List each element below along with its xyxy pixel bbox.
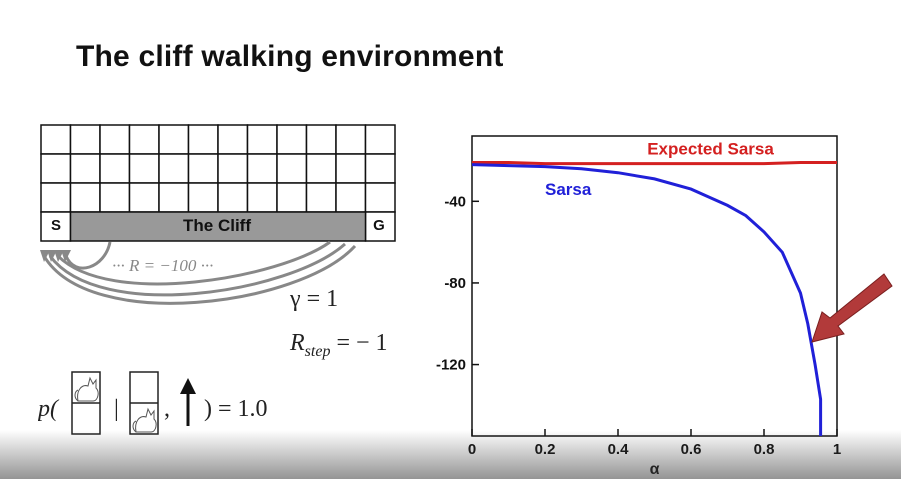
grid-cell bbox=[364, 124, 396, 155]
cat-icon bbox=[74, 376, 99, 402]
prob-suffix: ) = 1.0 bbox=[204, 396, 268, 422]
x-tick-label: 0.8 bbox=[754, 441, 775, 458]
grid-cell bbox=[305, 182, 337, 213]
grid-cell bbox=[99, 182, 131, 213]
cliff-return-arrows bbox=[40, 240, 357, 305]
x-tick-label: 0.4 bbox=[608, 441, 630, 458]
grid-cell bbox=[187, 153, 219, 184]
x-tick-label: 0 bbox=[468, 441, 476, 458]
up-arrow-icon bbox=[180, 378, 196, 426]
annotation-arrow-icon bbox=[811, 273, 893, 343]
grid-cell bbox=[276, 124, 308, 155]
grid-cell bbox=[305, 124, 337, 155]
r-symbol: R bbox=[290, 330, 305, 356]
grid-cell bbox=[187, 182, 219, 213]
return-arrow bbox=[42, 244, 357, 305]
grid-cell bbox=[158, 182, 190, 213]
return-arrow bbox=[64, 241, 112, 270]
grid-cell bbox=[305, 153, 337, 184]
prob-comma: , bbox=[164, 396, 170, 422]
series-label-expected-sarsa: Expected Sarsa bbox=[647, 139, 774, 158]
step-reward-equation: Rstep = − 1 bbox=[290, 330, 388, 361]
x-axis-label: α bbox=[650, 461, 660, 478]
cliff-gridworld bbox=[40, 124, 396, 242]
grid-cell bbox=[246, 182, 278, 213]
grid-cell bbox=[217, 182, 249, 213]
grid-cell bbox=[335, 153, 367, 184]
grid-cell bbox=[40, 182, 72, 213]
grid-cell bbox=[335, 124, 367, 155]
grid-cell bbox=[128, 124, 160, 155]
grid-cell bbox=[246, 153, 278, 184]
prob-separator: | bbox=[114, 396, 119, 422]
series-line-expected-sarsa bbox=[472, 161, 837, 166]
return-arrow bbox=[56, 240, 331, 286]
grid-cell bbox=[187, 124, 219, 155]
grid-cell bbox=[158, 153, 190, 184]
cat-icon bbox=[132, 407, 157, 433]
grid-cell bbox=[128, 182, 160, 213]
goal-label: G bbox=[373, 217, 385, 234]
grid-cell bbox=[364, 211, 396, 242]
grid-cell bbox=[276, 153, 308, 184]
grid-cell bbox=[69, 124, 101, 155]
r-step-value: = − 1 bbox=[330, 330, 388, 356]
state-box-current bbox=[129, 371, 159, 435]
series-label-sarsa: Sarsa bbox=[545, 180, 592, 199]
grid-cell bbox=[40, 124, 72, 155]
grid-cell bbox=[69, 182, 101, 213]
series-line-sarsa bbox=[471, 163, 823, 436]
grid-cell bbox=[217, 124, 249, 155]
plot-frame bbox=[471, 135, 838, 437]
grid-cell bbox=[335, 182, 367, 213]
grid-cell bbox=[128, 153, 160, 184]
grid-cell bbox=[276, 182, 308, 213]
grid-cell bbox=[364, 153, 396, 184]
grid-cell bbox=[99, 153, 131, 184]
arrowheads bbox=[40, 250, 71, 262]
prob-prefix: p( bbox=[38, 396, 60, 422]
y-tick-label: -120 bbox=[436, 357, 466, 374]
cliff-label: The Cliff bbox=[183, 216, 251, 235]
start-label: S bbox=[50, 217, 61, 234]
grid-cell bbox=[246, 124, 278, 155]
return-arrow bbox=[48, 242, 346, 297]
grid-cell bbox=[69, 153, 101, 184]
grid-cell bbox=[158, 124, 190, 155]
y-tick-label: -80 bbox=[444, 275, 466, 292]
cliff-reward-label: ··· R = −100 ··· bbox=[112, 256, 214, 275]
cliff-region bbox=[69, 211, 367, 242]
grid-cell bbox=[364, 182, 396, 213]
x-tick-label: 0.6 bbox=[681, 441, 702, 458]
state-box-next bbox=[71, 371, 101, 435]
grid-cell bbox=[99, 124, 131, 155]
alpha-performance-chart: -40 -80 -120 0 0.2 0.4 0.6 0.8 1 Expected Sarsa… bbox=[436, 135, 841, 478]
r-subscript: step bbox=[304, 342, 331, 360]
gamma-equation: γ = 1 bbox=[290, 286, 339, 312]
x-tick-label: 0.2 bbox=[535, 441, 556, 458]
grid-cell bbox=[217, 153, 249, 184]
grid-cell bbox=[40, 211, 72, 242]
transition-probability-equation: p( | , ) = 1.0 bbox=[36, 368, 308, 443]
slide-title: The cliff walking environment bbox=[76, 40, 504, 73]
grid-cell bbox=[40, 153, 72, 184]
x-tick-label: 1 bbox=[833, 441, 841, 458]
y-tick-label: -40 bbox=[444, 193, 466, 210]
